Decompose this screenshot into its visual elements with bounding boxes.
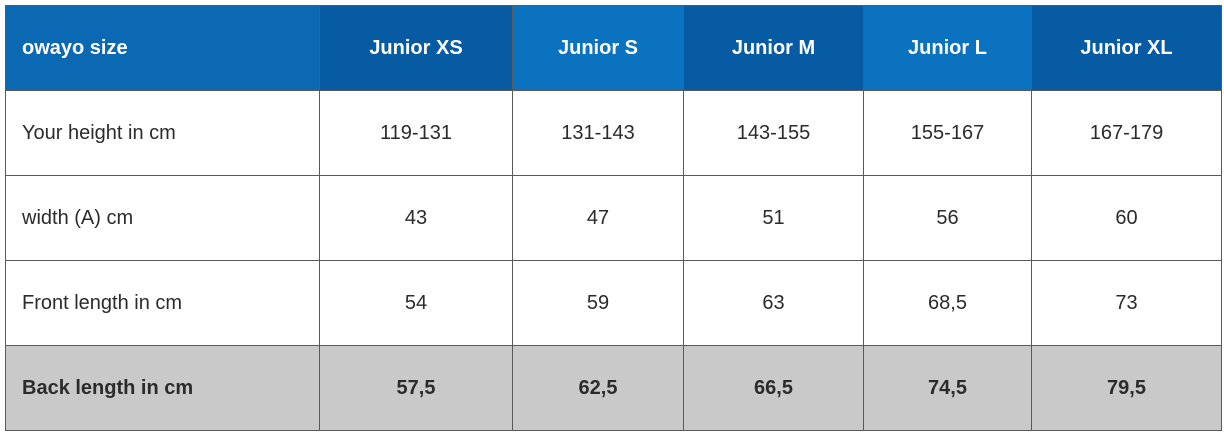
table-cell: 57,5 — [319, 345, 513, 431]
header-cell: Junior XL — [1031, 5, 1222, 91]
header-row: owayo size Junior XS Junior S Junior M Junio… — [5, 5, 1222, 91]
table-cell: 143-155 — [683, 90, 864, 176]
table-cell: 119-131 — [319, 90, 513, 176]
header-cell: Junior XS — [319, 5, 513, 91]
table-cell: 68,5 — [863, 260, 1032, 346]
table-cell: 63 — [683, 260, 864, 346]
table-cell: 79,5 — [1031, 345, 1222, 431]
table-cell: 74,5 — [863, 345, 1032, 431]
size-table: owayo size Junior XS Junior S Junior M Junio… — [5, 5, 1222, 431]
table-cell: 131-143 — [512, 90, 684, 176]
table-cell: 167-179 — [1031, 90, 1222, 176]
table-cell: 56 — [863, 175, 1032, 261]
table-cell: 59 — [512, 260, 684, 346]
row-label: Your height in cm — [5, 90, 320, 176]
header-cell: Junior S — [512, 5, 684, 91]
table-cell: 47 — [512, 175, 684, 261]
table-cell: 51 — [683, 175, 864, 261]
row-label: width (A) cm — [5, 175, 320, 261]
table-row: width (A) cm 43 47 51 56 60 — [5, 175, 1222, 261]
table-cell: 73 — [1031, 260, 1222, 346]
size-table-container: owayo size Junior XS Junior S Junior M Junio… — [5, 5, 1222, 431]
row-label: Front length in cm — [5, 260, 320, 346]
table-row: Your height in cm 119-131 131-143 143-155 15… — [5, 90, 1222, 176]
header-cell: Junior L — [863, 5, 1032, 91]
table-cell: 60 — [1031, 175, 1222, 261]
row-label: Back length in cm — [5, 345, 320, 431]
header-cell: Junior M — [683, 5, 864, 91]
table-cell: 43 — [319, 175, 513, 261]
table-cell: 155-167 — [863, 90, 1032, 176]
table-cell: 54 — [319, 260, 513, 346]
table-cell: 66,5 — [683, 345, 864, 431]
table-row: Back length in cm 57,5 62,5 66,5 74,5 79,5 — [5, 345, 1222, 431]
table-cell: 62,5 — [512, 345, 684, 431]
header-cell: owayo size — [5, 5, 320, 91]
table-row: Front length in cm 54 59 63 68,5 73 — [5, 260, 1222, 346]
